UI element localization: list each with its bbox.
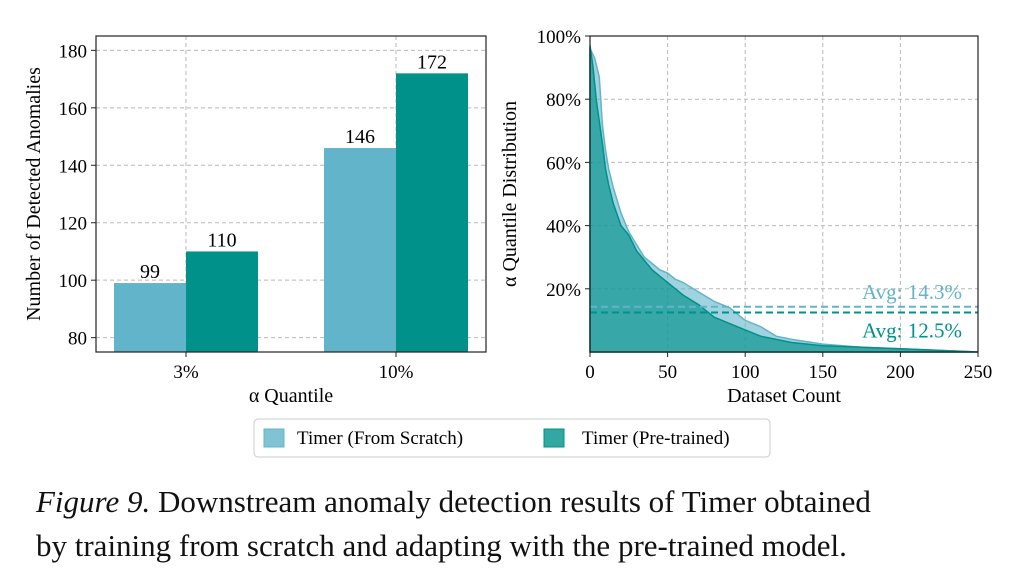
area-x-tick-label: 150 — [809, 362, 838, 383]
bar-chart: 99 110 146 172 80 100 120 140 160 180 3% 10% α Qu… — [23, 35, 487, 407]
area-chart-x-label: Dataset Count — [727, 385, 841, 407]
legend-label-scratch: Timer (From Scratch) — [297, 428, 463, 449]
legend-swatch-pretrained — [543, 428, 565, 448]
bar-chart-x-ticks: 3% 10% — [173, 352, 414, 383]
bar-chart-x-label: α Quantile — [249, 385, 333, 407]
caption-figure-label: Figure 9. — [36, 484, 151, 519]
area-chart: Avg: 14.3% Avg: 12.5% 20% 40% 60% 80% 100% 0 5… — [499, 27, 992, 407]
area-y-tick-label: 80% — [546, 90, 581, 111]
bar-data-label: 110 — [207, 229, 236, 251]
area-x-tick-label: 0 — [585, 362, 595, 383]
area-x-tick-label: 200 — [886, 362, 915, 383]
area-chart-y-label: α Quantile Distribution — [499, 101, 521, 287]
bar-data-label: 99 — [140, 261, 160, 283]
bar-y-tick-label: 160 — [59, 99, 88, 120]
bar-chart-data-labels: 99 110 146 172 — [140, 51, 447, 283]
area-y-tick-label: 40% — [546, 217, 581, 238]
area-y-tick-label: 60% — [546, 153, 581, 174]
bar-chart-y-label: Number of Detected Anomalies — [23, 67, 45, 321]
area-chart-y-ticks: 20% 40% 60% 80% 100% — [537, 27, 590, 301]
bar-pretrained — [186, 251, 258, 352]
area-x-tick-label: 50 — [658, 362, 677, 383]
area-chart-x-ticks: 0 50 100 150 200 250 — [585, 352, 992, 383]
legend-label-pretrained: Timer (Pre-trained) — [582, 428, 730, 449]
area-chart-averages: Avg: 14.3% Avg: 12.5% — [590, 280, 978, 343]
area-x-tick-label: 100 — [731, 362, 760, 383]
bar-y-tick-label: 120 — [59, 214, 88, 235]
figure-caption: Figure 9. Downstream anomaly detection r… — [36, 480, 996, 568]
area-chart-grid — [590, 35, 978, 352]
area-y-tick-label: 100% — [537, 27, 582, 48]
bar-data-label: 172 — [417, 51, 447, 73]
caption-line-2: by training from scratch and adapting wi… — [36, 528, 847, 563]
bar-scratch — [324, 148, 396, 352]
bar-chart-y-ticks: 80 100 120 140 160 180 — [59, 41, 96, 350]
bar-chart-bars — [114, 73, 468, 352]
bar-y-tick-label: 140 — [59, 156, 88, 177]
bar-y-tick-label: 100 — [59, 271, 88, 292]
bar-x-tick-label: 10% — [379, 362, 414, 383]
area-y-tick-label: 20% — [546, 280, 581, 301]
area-x-tick-label: 250 — [964, 362, 993, 383]
bar-y-tick-label: 180 — [59, 41, 88, 62]
area-chart-frame — [589, 35, 979, 353]
bar-data-label: 146 — [345, 126, 375, 148]
avg-label-pretrained: Avg: 12.5% — [862, 319, 962, 343]
caption-line-1: Figure 9. Downstream anomaly detection r… — [36, 480, 996, 524]
legend-box — [253, 418, 771, 458]
caption-text-1: Downstream anomaly detection results of … — [157, 484, 871, 519]
area-pretrained — [589, 45, 979, 353]
bar-x-tick-label: 3% — [173, 362, 199, 383]
legend: Timer (From Scratch) Timer (Pre-trained) — [253, 418, 771, 458]
bar-scratch — [114, 283, 186, 352]
bar-pretrained — [396, 73, 468, 352]
legend-swatch-scratch — [263, 428, 285, 448]
avg-label-scratch: Avg: 14.3% — [862, 280, 962, 304]
bar-y-tick-label: 80 — [68, 329, 87, 350]
area-chart-fills — [589, 45, 979, 353]
bar-chart-frame — [95, 35, 487, 353]
